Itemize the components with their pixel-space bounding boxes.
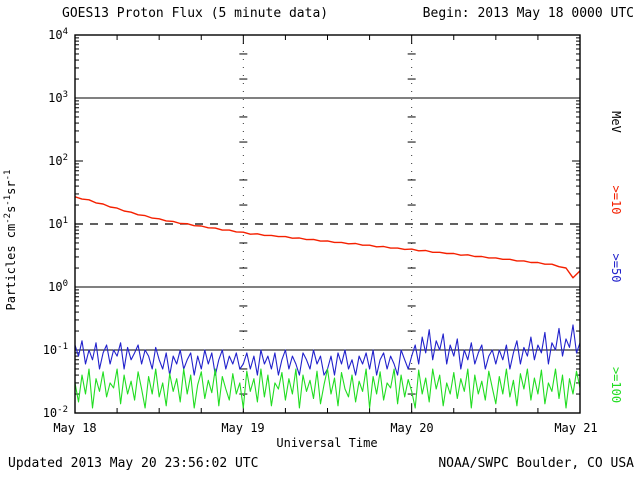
chart-title: GOES13 Proton Flux (5 minute data) [62, 6, 328, 21]
right-axis-unit-label: MeV [609, 111, 623, 133]
y-tick-label: 100 [48, 279, 68, 294]
series-line->=10 MeV [75, 196, 580, 279]
updated-label: Updated 2013 May 20 23:56:02 UTC [8, 456, 258, 471]
legend-ge100-label: >=100 [609, 367, 623, 403]
series-line->=100 MeV [75, 368, 580, 409]
gridlines [75, 35, 580, 413]
y-tick-labels: 104 103 102 101 100 10-1 10-2 [43, 27, 68, 420]
y-tick-label: 103 [48, 90, 68, 105]
x-tick-label-may20: May 20 [390, 421, 433, 435]
x-tick-label-may18: May 18 [53, 421, 96, 435]
begin-label: Begin: 2013 May 18 0000 UTC [423, 6, 634, 21]
x-tick-label-may21: May 21 [554, 421, 597, 435]
y-tick-label: 102 [48, 153, 68, 168]
legend-ge10-label: >=10 [609, 186, 623, 215]
credit-label: NOAA/SWPC Boulder, CO USA [438, 456, 634, 471]
plot-frame [74, 34, 581, 414]
data-series [75, 196, 580, 409]
y-axis-title: Particles cm-2s-1sr-1 [3, 170, 18, 311]
x-axis-title: Universal Time [276, 436, 377, 450]
y-tick-label: 10-2 [43, 405, 68, 420]
x-tick-label-may19: May 19 [221, 421, 264, 435]
y-tick-label: 10-1 [43, 342, 68, 357]
legend-ge50-label: >=50 [609, 254, 623, 283]
y-tick-label: 101 [48, 216, 68, 231]
y-tick-label: 104 [48, 27, 68, 42]
